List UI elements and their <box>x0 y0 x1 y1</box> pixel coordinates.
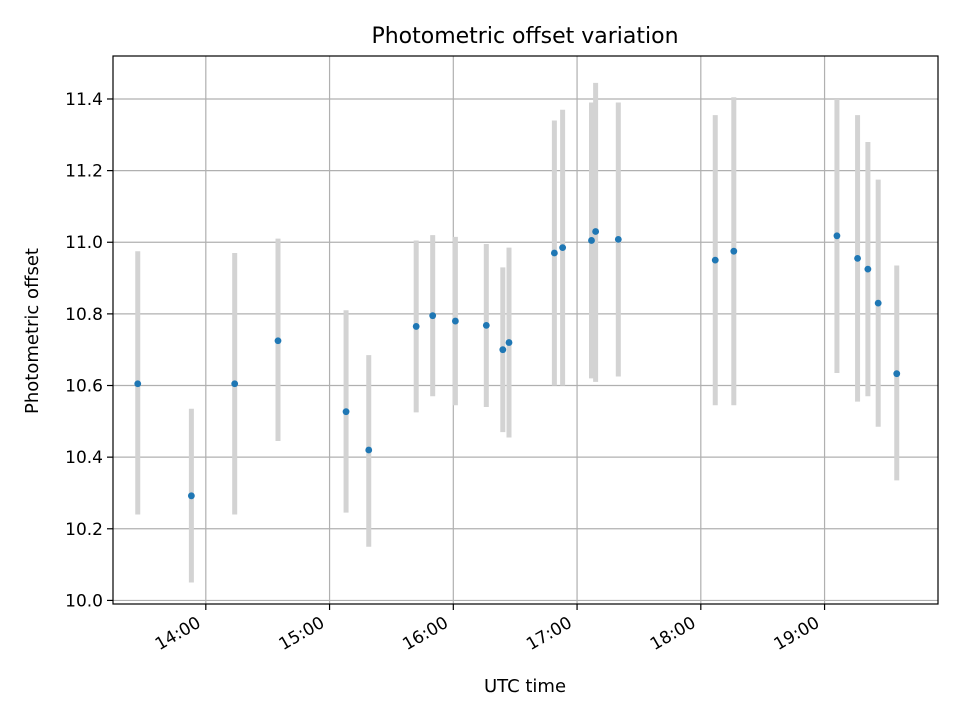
data-point <box>559 244 567 252</box>
y-tick-label: 10.8 <box>65 305 103 325</box>
data-point <box>505 339 513 346</box>
data-point <box>614 235 622 243</box>
y-tick-label: 10.2 <box>65 520 103 540</box>
data-point <box>365 446 373 454</box>
data-point <box>482 321 490 329</box>
data-point <box>854 254 861 262</box>
y-axis-label: Photometric offset <box>22 248 43 414</box>
data-point <box>592 228 600 235</box>
data-point <box>711 256 719 264</box>
data-point <box>874 299 882 307</box>
y-tick-label: 11.2 <box>65 162 103 182</box>
y-tick-label: 11.4 <box>65 90 103 110</box>
data-point <box>342 408 350 416</box>
data-point <box>893 370 901 378</box>
chart-title: Photometric offset variation <box>371 24 678 49</box>
data-point <box>499 346 507 354</box>
data-point <box>187 492 195 500</box>
data-point <box>550 249 558 257</box>
data-point <box>429 312 437 320</box>
x-axis-label: UTC time <box>484 676 566 697</box>
data-point <box>451 317 459 325</box>
data-point <box>864 265 872 273</box>
data-point <box>412 323 420 330</box>
y-tick-label: 11.0 <box>65 233 103 253</box>
data-point <box>274 337 282 345</box>
plot-frame <box>112 55 939 605</box>
data-point <box>134 380 142 388</box>
y-tick-label: 10.4 <box>65 448 103 468</box>
y-tick-label: 10.6 <box>65 377 103 397</box>
data-point <box>730 247 738 255</box>
data-point <box>231 380 239 388</box>
y-tick-label: 10.0 <box>65 591 103 611</box>
data-point <box>833 232 841 240</box>
y-axis-ticks: 10.0 10.2 10.4 10.6 10.8 11.0 11.2 11.4 <box>65 90 113 611</box>
grid <box>113 56 938 604</box>
data-points <box>134 228 901 500</box>
data-point <box>588 237 595 244</box>
